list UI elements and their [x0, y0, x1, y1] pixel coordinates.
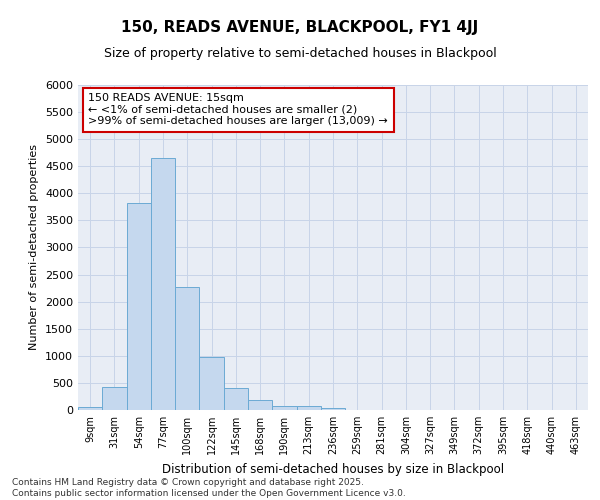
Text: Contains HM Land Registry data © Crown copyright and database right 2025.
Contai: Contains HM Land Registry data © Crown c…	[12, 478, 406, 498]
Bar	[224, 388, 248, 410]
Bar	[102, 386, 127, 410]
Bar	[127, 203, 151, 410]
Bar	[272, 406, 296, 410]
Bar	[321, 408, 345, 410]
Y-axis label: Number of semi-detached properties: Number of semi-detached properties	[29, 144, 40, 350]
Bar	[296, 406, 321, 410]
Bar	[151, 158, 175, 410]
Bar	[248, 400, 272, 410]
Bar	[78, 408, 102, 410]
X-axis label: Distribution of semi-detached houses by size in Blackpool: Distribution of semi-detached houses by …	[162, 462, 504, 475]
Text: 150 READS AVENUE: 15sqm
← <1% of semi-detached houses are smaller (2)
>99% of se: 150 READS AVENUE: 15sqm ← <1% of semi-de…	[88, 93, 388, 126]
Text: Size of property relative to semi-detached houses in Blackpool: Size of property relative to semi-detach…	[104, 48, 496, 60]
Bar	[175, 286, 199, 410]
Bar	[199, 357, 224, 410]
Text: 150, READS AVENUE, BLACKPOOL, FY1 4JJ: 150, READS AVENUE, BLACKPOOL, FY1 4JJ	[121, 20, 479, 35]
